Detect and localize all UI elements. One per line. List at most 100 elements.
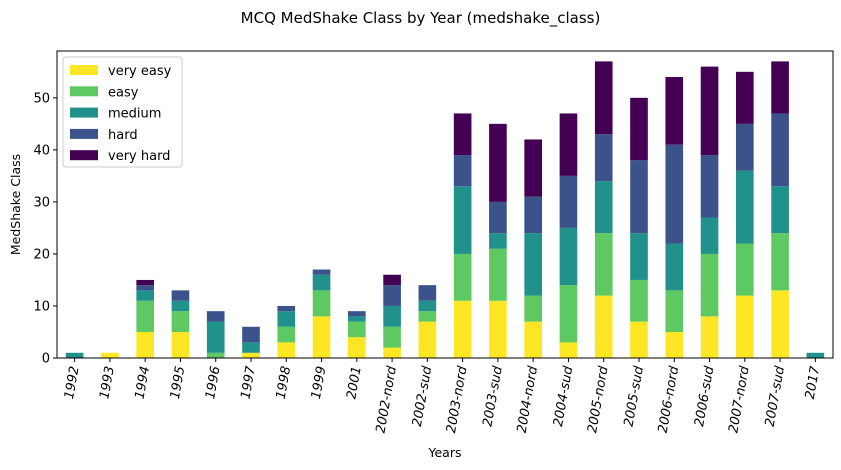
bar-segment <box>630 97 648 161</box>
y-tick-label: 30 <box>33 195 50 210</box>
bar-segment <box>383 305 401 327</box>
bar-segment <box>736 71 754 124</box>
bar-segment <box>594 61 613 135</box>
bar-segment <box>277 342 296 358</box>
legend-swatch <box>70 150 98 161</box>
bar-segment <box>736 123 754 171</box>
bar-segment <box>489 233 507 249</box>
bar-segment <box>700 155 719 218</box>
bar-segment <box>700 253 719 317</box>
legend-label: hard <box>108 128 138 143</box>
legend-label: easy <box>108 85 139 100</box>
bar-segment <box>453 300 472 358</box>
y-tick-label: 40 <box>33 143 50 158</box>
bar-segment <box>136 285 154 291</box>
x-tick-label: 2007-sud <box>763 364 789 427</box>
legend-box <box>62 56 183 168</box>
bar-segment <box>206 352 225 358</box>
bar-segment <box>559 285 578 343</box>
bar-segment <box>312 269 331 275</box>
x-tick-label: 1997 <box>238 364 259 400</box>
y-tick-label: 0 <box>42 352 50 367</box>
bar-segment <box>277 326 296 343</box>
bar-segment <box>242 326 260 343</box>
bar-segment <box>453 113 472 156</box>
bar-segment <box>348 311 366 317</box>
bar-segment <box>206 311 225 322</box>
bar-segment <box>594 295 613 358</box>
y-tick-label: 10 <box>33 299 50 314</box>
bar-segment <box>453 155 472 187</box>
x-tick-label: 2007-nord <box>726 364 753 434</box>
bar-segment <box>418 285 437 301</box>
bar-segment <box>594 134 613 182</box>
bar-segment <box>206 321 225 353</box>
bar-segment <box>277 311 296 327</box>
bar-segment <box>665 144 684 244</box>
legend-label: medium <box>108 107 161 122</box>
x-tick-label: 2002-sud <box>410 364 436 427</box>
bar-segment <box>312 316 331 358</box>
bar-segment <box>630 160 648 234</box>
chart-title: MCQ MedShake Class by Year (medshake_cla… <box>240 9 601 27</box>
bar-segment <box>418 311 437 322</box>
bar-segment <box>489 248 507 301</box>
bar-segment <box>700 217 719 254</box>
bar-segment <box>771 186 789 234</box>
bar-segment <box>736 295 754 358</box>
bar-segment <box>453 186 472 254</box>
x-tick-label: 1996 <box>203 365 224 400</box>
bar-segment <box>136 279 154 286</box>
bar-segment <box>312 274 331 291</box>
legend-swatch <box>70 65 98 75</box>
legend-label: very hard <box>108 149 170 164</box>
bar-segment <box>630 233 648 280</box>
bar-segment <box>348 337 366 358</box>
legend-label: very easy <box>108 64 172 79</box>
bar-segment <box>453 253 472 301</box>
x-tick-label: 1992 <box>62 365 83 400</box>
x-tick-label: 2003-sud <box>480 364 506 427</box>
bar-segment <box>559 342 578 358</box>
bar-segment <box>771 233 789 291</box>
bar-segment <box>242 352 260 358</box>
bar-segment <box>771 290 789 358</box>
bar-segment <box>524 139 542 197</box>
bar-segment <box>418 321 437 358</box>
x-tick-label: 2006-sud <box>692 364 718 427</box>
bar-segment <box>136 331 154 358</box>
x-tick-label: 2006-nord <box>656 364 683 434</box>
bar-segment <box>630 279 648 322</box>
legend-swatch <box>70 107 98 118</box>
bar-segment <box>806 352 825 358</box>
bar-segment <box>242 342 260 353</box>
bar-segment <box>771 113 789 187</box>
x-tick-label: 2002-nord <box>374 364 401 434</box>
bar-segment <box>489 300 507 358</box>
bar-segment <box>736 170 754 244</box>
x-tick-label: 2003-nord <box>444 364 471 434</box>
bar-segment <box>383 285 401 306</box>
plot-frame <box>56 50 834 359</box>
bar-segment <box>136 290 154 301</box>
bar-segment <box>665 290 684 332</box>
x-tick-label: 2001 <box>344 365 365 400</box>
bar-segment <box>559 227 578 286</box>
y-axis-label: MedShake Class <box>8 154 23 255</box>
x-tick-label: 1994 <box>133 365 154 400</box>
bar-segment <box>524 295 542 322</box>
bar-segment <box>594 233 613 296</box>
bar-segment <box>312 290 331 317</box>
bar-segment <box>136 300 154 332</box>
legend-swatch <box>70 86 98 97</box>
bar-segment <box>348 321 366 338</box>
bar-segment <box>559 113 578 176</box>
bar-segment <box>594 181 613 234</box>
bar-segment <box>65 352 84 358</box>
bar-segment <box>665 331 684 358</box>
bar-segment <box>171 331 190 358</box>
bar-segment <box>559 175 578 228</box>
x-axis-label: Years <box>428 445 462 460</box>
x-tick-label: 1993 <box>97 365 118 400</box>
bar-segment <box>700 66 719 156</box>
